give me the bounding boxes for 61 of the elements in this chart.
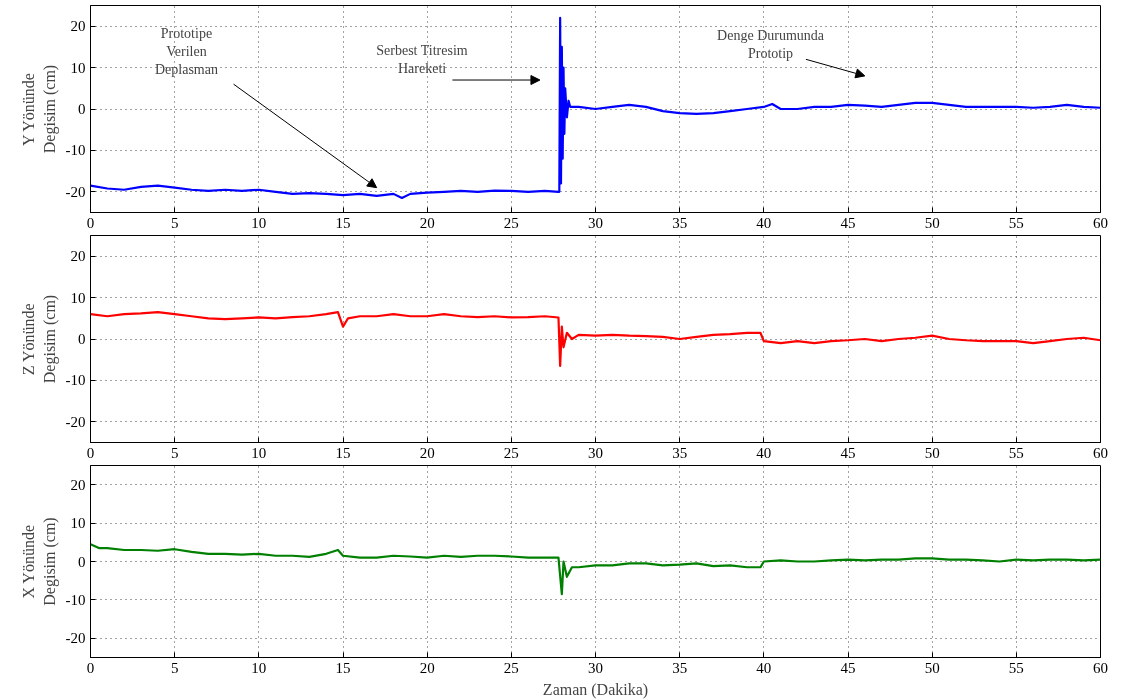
y-tick-label: 20 [70, 248, 86, 265]
x-tick-label: 10 [251, 444, 267, 461]
line-series [90, 543, 1101, 596]
line-series [90, 16, 1101, 200]
x-tick-label: 45 [840, 214, 856, 231]
y-tick-label: 0 [78, 553, 86, 570]
x-tick-label: 15 [335, 214, 351, 231]
y-tick-label: -20 [65, 413, 86, 430]
x-tick-label: 30 [588, 659, 603, 676]
y-tick-label: 10 [70, 515, 86, 532]
y-axis-title: Z Yönünde Degisim (cm) [20, 294, 59, 384]
x-tick-label: 10 [251, 659, 267, 676]
y-tick-label: -10 [65, 372, 86, 389]
annotation: Serbest Titresim Hareketi [376, 42, 468, 76]
x-tick-label: 55 [1008, 659, 1024, 676]
y-tick-label: -10 [65, 142, 86, 159]
x-tick-label: 25 [503, 659, 519, 676]
x-tick-label: 15 [335, 444, 351, 461]
x-axis-title: Zaman (Dakika) [542, 680, 649, 699]
x-tick-label: 35 [672, 444, 688, 461]
x-tick-label: 50 [924, 444, 940, 461]
x-tick-label: 35 [672, 214, 688, 231]
y-tick-label: 0 [78, 331, 86, 347]
y-tick-label: -20 [65, 183, 86, 200]
x-tick-label: 20 [419, 444, 435, 461]
x-tick-label: 30 [588, 214, 603, 231]
x-tick-label: 5 [170, 444, 179, 461]
x-tick-label: 20 [419, 659, 435, 676]
x-tick-label: 25 [503, 444, 519, 461]
y-axis-title: Y Yönünde Degisim (cm) [20, 64, 59, 154]
y-tick-label: 10 [70, 59, 86, 76]
x-tick-label: 40 [756, 659, 772, 676]
x-tick-label: 20 [419, 214, 435, 231]
x-tick-label: 40 [756, 444, 772, 461]
x-tick-label: 10 [251, 214, 267, 231]
x-tick-label: 45 [840, 659, 856, 676]
x-tick-label: 60 [1093, 444, 1108, 461]
annotation: Prototipe Verilen Deplasman [154, 25, 218, 77]
line-series [90, 310, 1101, 368]
x-tick-label: 55 [1008, 444, 1024, 461]
y-tick-label: 0 [78, 101, 86, 117]
x-tick-label: 25 [503, 214, 519, 231]
y-axis-title: X Yönünde Degisim (cm) [20, 517, 59, 606]
x-tick-label: 55 [1008, 214, 1024, 231]
x-tick-label: 60 [1093, 214, 1108, 231]
x-tick-label: 40 [756, 214, 772, 231]
x-tick-label: 50 [924, 214, 940, 231]
x-tick-label: 45 [840, 444, 856, 461]
y-tick-label: 10 [70, 289, 86, 306]
x-tick-label: 30 [588, 444, 603, 461]
y-tick-label: -20 [65, 630, 86, 647]
y-tick-label: 20 [70, 476, 86, 493]
y-tick-label: 20 [70, 18, 86, 35]
y-tick-label: -10 [65, 591, 86, 608]
x-tick-label: 5 [170, 659, 179, 676]
x-tick-label: 50 [924, 659, 940, 676]
x-tick-label: 5 [170, 214, 179, 231]
annotation: Denge Durumunda Prototip [717, 28, 825, 62]
x-tick-label: 15 [335, 659, 351, 676]
x-tick-label: 60 [1093, 659, 1108, 676]
x-tick-label: 35 [672, 659, 688, 676]
